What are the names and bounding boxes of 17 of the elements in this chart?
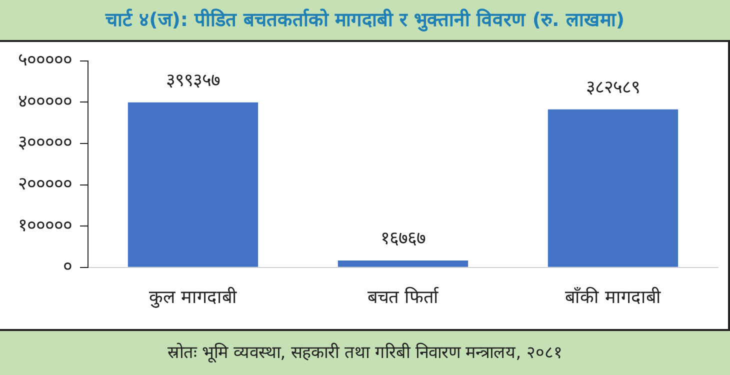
y-tick-label: २०००००: [18, 173, 72, 194]
text: स्रोतः भूमि व्यवस्था, सहकारी तथा गरिबी निवारण मन्त्रालय, २०८१: [0, 329, 730, 375]
y-tick-label: ५०००००: [18, 49, 72, 70]
data-label: ३९९३५७: [166, 70, 220, 92]
bar: [338, 260, 468, 267]
x-tick-label: कुल मागदाबी: [149, 286, 237, 308]
bar: [128, 102, 258, 267]
y-tick-label: ३०००००: [18, 132, 72, 154]
data-label: १६७६७: [380, 228, 426, 250]
x-tick-label: बाँकी मागदाबी: [565, 286, 661, 308]
bar: [548, 109, 678, 267]
chart-title: चार्ट ४(ज): पीडित बचतकर्ताको मागदाबी र भुक्तानी विवरण (रु. लाखमा): [0, 0, 730, 42]
x-tick-label: बचत फिर्ता: [368, 286, 440, 308]
data-label: ३८२५८९: [586, 76, 640, 98]
y-tick-label: ०: [63, 256, 72, 278]
y-tick-label: ४०००००: [18, 90, 72, 112]
y-tick-label: १०००००: [18, 214, 72, 236]
